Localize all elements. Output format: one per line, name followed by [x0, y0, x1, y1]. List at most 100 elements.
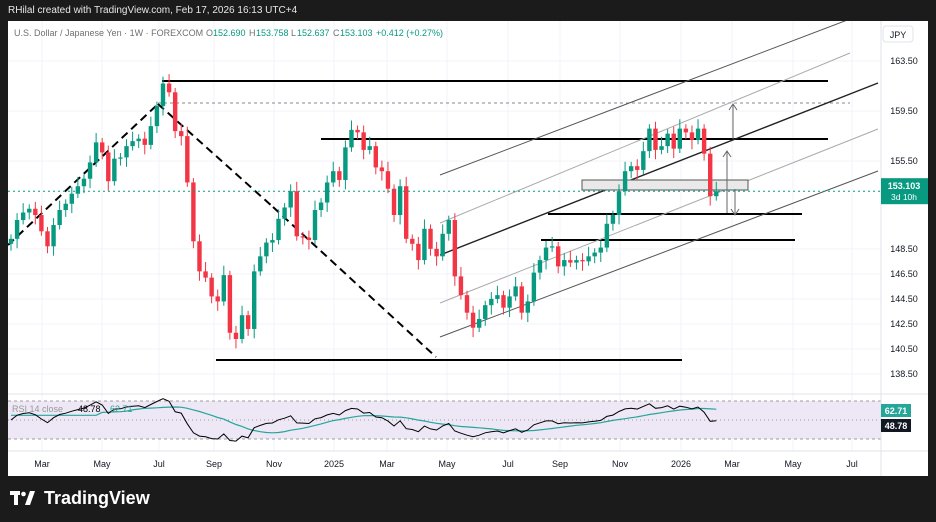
rsi-tag-value: 48.78 [885, 421, 908, 431]
candle-body [373, 146, 378, 168]
rsi-tag [881, 419, 911, 432]
candle-body [562, 260, 567, 267]
candle-body [349, 129, 354, 148]
candle-body [501, 295, 506, 308]
y-tick-label: 163.50 [890, 56, 918, 66]
channel-upper-line [439, 18, 851, 176]
candle-body [63, 203, 68, 211]
candle-body [701, 128, 707, 154]
y-tick-label: 144.50 [890, 294, 918, 304]
candle-body [391, 188, 397, 216]
candle-body [458, 276, 464, 296]
currency-button[interactable] [882, 25, 914, 43]
candle-body [635, 166, 640, 170]
candle-body [306, 237, 312, 241]
x-tick-label: Mar [379, 459, 395, 469]
x-tick-label: Mar [724, 459, 740, 469]
rsi-line [10, 398, 717, 442]
candle-body [549, 246, 555, 248]
y-tick-label: 159.50 [890, 106, 918, 116]
candle-body [112, 158, 117, 182]
candle-body [312, 210, 318, 241]
candle-body [227, 275, 233, 333]
x-tick-label: Nov [612, 459, 629, 469]
candle-body [416, 243, 421, 261]
symbol-name[interactable]: U.S. Dollar / Japanese Yen · 1W · FOREXC… [14, 28, 203, 38]
x-tick-label: Mar [34, 459, 50, 469]
candle-body [537, 260, 543, 273]
candle-body [483, 305, 488, 319]
candle-body [586, 256, 591, 262]
last-price-tag [881, 178, 928, 205]
candle-body [683, 128, 689, 133]
candle-body [343, 147, 348, 180]
candle-body [142, 138, 147, 145]
chart-panel[interactable]: RSI 14 close 48.78 62.71 163.50 159.50 155… [7, 18, 928, 476]
candle-body [355, 129, 360, 133]
candle-body [258, 256, 263, 272]
candle-body [580, 260, 585, 262]
candle-body [659, 146, 664, 150]
candle-body [282, 207, 287, 219]
dashed-trend-line-up [7, 103, 159, 246]
candle-body [14, 220, 20, 239]
candle-body [470, 312, 476, 328]
candlestick-chart[interactable]: RSI 14 close 48.78 62.71 163.50 159.50 155… [7, 18, 928, 476]
candle-body [556, 246, 561, 267]
bar-countdown: 3d 10h [891, 192, 917, 202]
dashed-trend-line-down-2 [272, 206, 437, 358]
candle-body [130, 141, 135, 147]
candle-body [367, 146, 372, 150]
candle-body [300, 236, 306, 238]
candle-body [428, 228, 433, 249]
candle-body [203, 271, 208, 278]
x-tick-label: 2025 [324, 459, 344, 469]
candle-body [20, 212, 26, 221]
low-label: L [291, 28, 296, 38]
candle-body [404, 186, 409, 239]
chart-grid [8, 21, 881, 451]
drawing-layer [7, 18, 879, 361]
candle-body [543, 247, 549, 261]
x-tick-label: May [93, 459, 111, 469]
candle-body [592, 252, 597, 257]
candle-body [51, 225, 56, 247]
rsi-ma-line [11, 406, 717, 434]
candle-body [446, 220, 451, 234]
candle-body [276, 218, 281, 241]
candle-body [385, 171, 391, 189]
candle-body [27, 208, 32, 213]
candle-body [87, 162, 93, 179]
candle-body [106, 152, 111, 182]
candle-body [665, 133, 670, 147]
arrow-head-mid-up [722, 150, 732, 158]
candle-body [574, 260, 579, 263]
channel-lower-line [439, 170, 879, 338]
candle-body [628, 166, 634, 172]
candle-body [331, 171, 336, 183]
candle-body [166, 83, 172, 93]
candle-body [695, 128, 701, 140]
candle-body [422, 228, 427, 261]
candle-body [671, 133, 676, 149]
candle-body [647, 128, 652, 152]
tradingview-brand[interactable]: TradingView [10, 488, 150, 509]
candle-body [318, 202, 324, 211]
x-tick-label: 2026 [671, 459, 691, 469]
candle-body [270, 240, 275, 243]
candle-body [93, 142, 99, 163]
x-tick-label: May [784, 459, 802, 469]
candle-body [148, 126, 154, 145]
candle-body [154, 106, 160, 127]
currency-label: JPY [890, 30, 907, 40]
x-tick-label: Nov [266, 459, 283, 469]
candle-body [610, 215, 616, 224]
candle-body [324, 182, 330, 203]
candle-body [440, 233, 445, 257]
candle-body [75, 186, 81, 194]
candle-body [397, 186, 403, 216]
candle-body [714, 191, 719, 197]
candle-body [69, 193, 74, 204]
last-price-value: 153.103 [888, 181, 921, 191]
candle-body [294, 191, 299, 237]
